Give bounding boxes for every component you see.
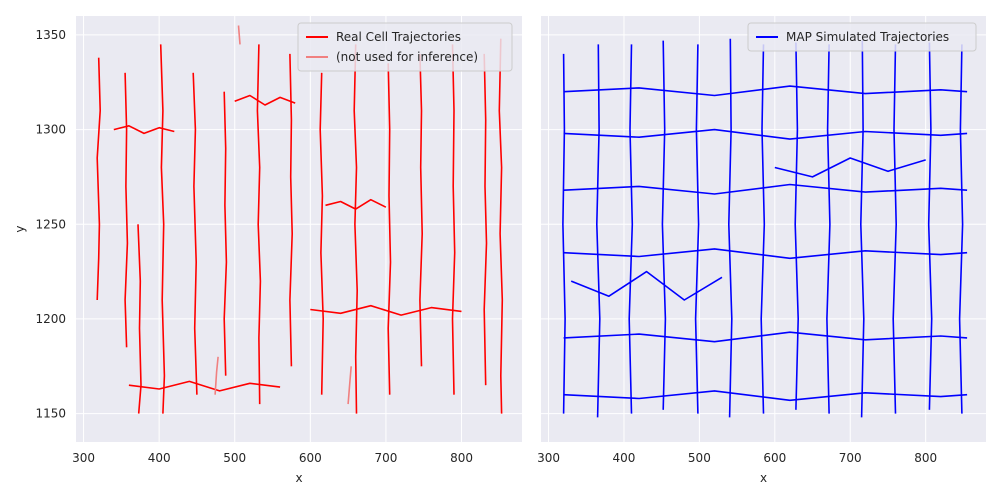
chart-2-trajectory-6: [760, 44, 766, 414]
chart-1-trajectory-17: [325, 198, 387, 210]
chart-2-trajectory-5: [728, 38, 733, 418]
chart-2-x-tick-label-3: 600: [763, 451, 786, 465]
chart-2-legend-label-0: MAP Simulated Trajectories: [786, 30, 949, 44]
chart-2-trajectory-17: [563, 128, 968, 140]
chart-1-trajectory-9: [353, 44, 358, 414]
chart-1-y-tick-label-1: 1200: [35, 312, 66, 326]
chart-1-trajectory-15: [113, 125, 175, 135]
chart-1-trajectory-21: [347, 366, 352, 405]
chart-1-trajectory-5: [223, 91, 228, 376]
chart-1-trajectory-1: [124, 72, 129, 348]
chart-1-trajectory-20: [214, 356, 219, 395]
chart-2-trajectory-11: [927, 42, 933, 410]
chart-2-legend: MAP Simulated Trajectories: [747, 22, 977, 52]
chart-1-plot-area: [76, 16, 522, 442]
chart-1-y-axis-label: y: [13, 225, 27, 232]
chart-2-trajectory-4: [694, 44, 700, 414]
chart-1-x-tick-label-2: 500: [223, 451, 246, 465]
chart-1-trajectory-13: [483, 53, 488, 386]
chart-2-trajectory-0: [562, 53, 566, 414]
chart-1-x-tick-label-1: 400: [148, 451, 171, 465]
chart-1-y-tick-label-2: 1250: [35, 217, 66, 231]
chart-2-trajectory-18: [563, 85, 968, 97]
chart-1-trajectory-18: [128, 380, 281, 392]
chart-1-legend-label-0: Real Cell Trajectories: [336, 30, 461, 44]
chart-1-legend: Real Cell Trajectories (not used for infe…: [297, 22, 513, 72]
chart-1-legend-label-1: (not used for inference): [336, 50, 478, 64]
chart-2-trajectory-1: [596, 44, 601, 418]
chart-1-trajectory-2: [137, 224, 142, 414]
chart-2-trajectory-7: [794, 42, 799, 410]
chart-2-x-tick-label-0: 300: [537, 451, 560, 465]
chart-1-x-tick-label-5: 800: [450, 451, 473, 465]
chart-2-trajectory-2: [628, 44, 634, 414]
chart-2-trajectory-9: [860, 40, 865, 418]
chart-2-x-axis-label: x: [760, 471, 767, 485]
chart-2-trajectory-8: [826, 44, 831, 414]
chart-1-legend-box: [297, 22, 513, 72]
chart-2-trajectory-3: [661, 40, 667, 410]
chart-1-trajectory-14: [498, 38, 504, 414]
chart-1-x-tick-label-0: 300: [72, 451, 95, 465]
chart-2-legend-box: [747, 22, 977, 52]
chart-1-trajectory-6: [256, 44, 262, 405]
chart-1-trajectory-10: [387, 63, 392, 395]
chart-2-x-tick-label-1: 400: [613, 451, 636, 465]
chart-1-trajectory-12: [451, 44, 456, 395]
chart-2: 300 400 500 600 700 800 x MAP Simulated Traject…: [537, 16, 986, 485]
chart-2-trajectory-10: [892, 44, 897, 414]
chart-1-y-tick-label-4: 1350: [35, 28, 66, 42]
chart-1-trajectory-19: [310, 304, 462, 316]
chart-1-x-tick-label-3: 600: [299, 451, 322, 465]
chart-2-trajectory-16: [563, 183, 968, 195]
chart-2-trajectory-15: [563, 248, 968, 260]
chart-1-trajectory-3: [159, 44, 166, 414]
chart-1-trajectory-22: [237, 25, 241, 45]
chart-1-trajectory-7: [289, 53, 293, 367]
chart-2-trajectory-14: [563, 331, 968, 343]
chart-1: 300 400 500 600 700 800 1150 1200 1250 1300 1350 x y…: [13, 16, 522, 485]
chart-1-trajectory-8: [319, 72, 324, 395]
chart-1-x-axis-label: x: [295, 471, 302, 485]
chart-2-trajectory-20: [774, 157, 926, 178]
chart-1-y-tick-label-0: 1150: [35, 407, 66, 421]
chart-2-x-tick-label-2: 500: [688, 451, 711, 465]
chart-1-trajectory-4: [192, 72, 198, 395]
chart-2-trajectory-19: [570, 270, 723, 301]
chart-1-trajectory-16: [234, 94, 296, 106]
chart-2-trajectory-12: [958, 44, 964, 414]
chart-2-trajectory-13: [563, 390, 968, 402]
chart-1-trajectory-0: [96, 57, 101, 301]
chart-1-x-tick-label-4: 700: [374, 451, 397, 465]
chart-2-x-tick-label-4: 700: [839, 451, 862, 465]
chart-1-y-tick-label-3: 1300: [35, 123, 66, 137]
chart-2-x-tick-label-5: 800: [914, 451, 937, 465]
